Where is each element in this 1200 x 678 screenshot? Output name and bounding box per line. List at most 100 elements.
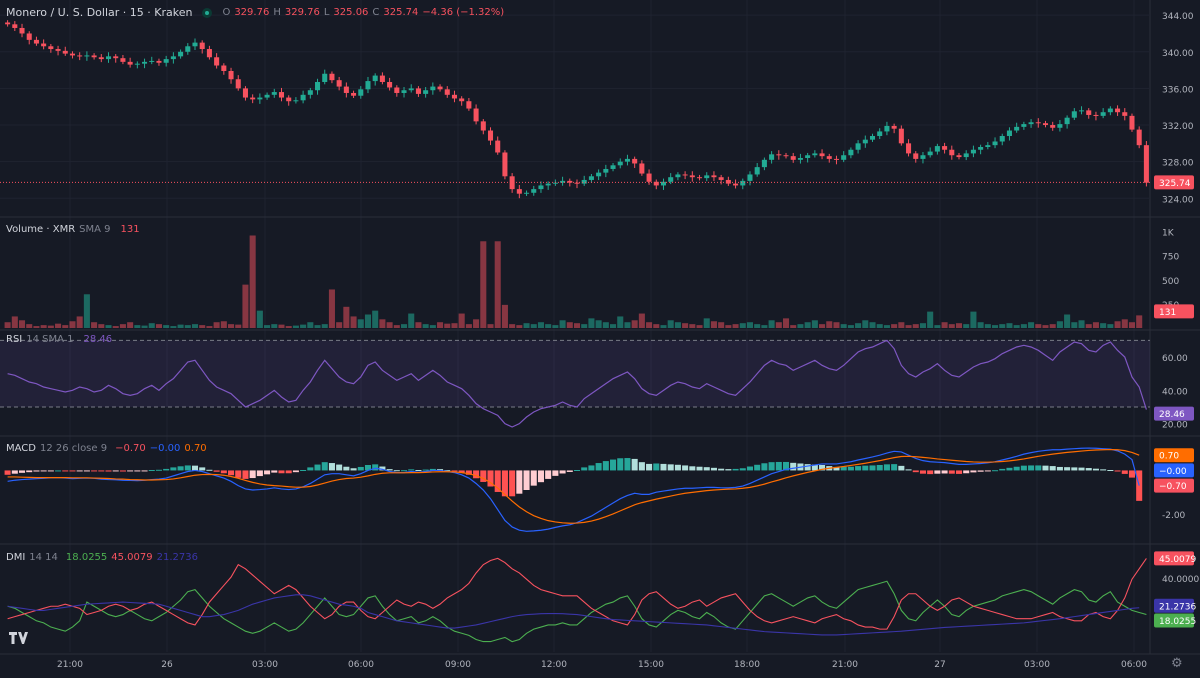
macd-histogram-bar <box>912 470 919 473</box>
candle-body <box>480 121 486 131</box>
volume-bar <box>689 324 696 328</box>
candle-body <box>848 149 854 156</box>
volume-bar <box>76 316 83 328</box>
macd-histogram-bar <box>1064 467 1071 471</box>
candle-body <box>199 42 205 50</box>
low-value: 325.06 <box>333 7 369 18</box>
candle-body <box>596 172 602 177</box>
volume-bar <box>804 322 811 328</box>
price-tick-label: 328.00 <box>1162 159 1194 169</box>
time-tick-label: 18:00 <box>734 660 760 670</box>
candle-body <box>127 61 133 65</box>
candle-body <box>934 146 940 152</box>
volume-bar <box>69 321 76 328</box>
candle-body <box>105 56 112 60</box>
macd-histogram-bar <box>1114 470 1121 472</box>
candle-body <box>632 158 638 164</box>
volume-bar <box>437 322 444 328</box>
candle-body <box>228 71 234 80</box>
candle-body <box>891 125 897 129</box>
macd-histogram-bar <box>69 470 76 472</box>
macd-histogram-bar <box>1056 466 1063 471</box>
volume-bar <box>1128 322 1136 328</box>
macd-histogram-bar <box>235 470 242 478</box>
candle-body <box>567 180 573 183</box>
candle-body <box>278 92 285 98</box>
volume-bar <box>83 294 90 328</box>
volume-bar <box>473 319 480 328</box>
settings-gear-icon[interactable]: ⚙ <box>1171 656 1183 671</box>
candle-body <box>444 89 450 95</box>
volume-bar <box>379 319 386 328</box>
candle-body <box>293 100 299 102</box>
volume-bar <box>696 325 703 328</box>
tradingview-logo[interactable] <box>8 630 30 646</box>
macd-histogram-bar <box>494 470 501 492</box>
macd-histogram-bar <box>83 470 90 472</box>
rsi-line <box>7 339 1147 428</box>
close-value: 325.74 <box>383 7 419 18</box>
macd-value-tag-bg <box>1154 478 1194 493</box>
candle-body <box>704 175 710 179</box>
macd-histogram-bar <box>350 468 357 471</box>
rsi-legend[interactable]: RSI 14 SMA 1 28.46 <box>6 334 112 345</box>
volume-bar <box>566 322 573 328</box>
macd-histogram-bar <box>1049 466 1056 471</box>
macd-histogram-bar <box>1035 465 1042 471</box>
candle-body <box>12 24 18 28</box>
dmi-legend-v2: 45.0079 <box>111 552 153 563</box>
volume-bar <box>393 325 400 328</box>
volume-tick-label: 500 <box>1162 277 1179 287</box>
symbol-legend[interactable]: Monero / U. S. Dollar · 15 · Kraken O 329… <box>6 6 504 19</box>
candle-body <box>401 90 407 93</box>
volume-bar <box>1085 324 1092 328</box>
volume-bar <box>206 326 213 328</box>
macd-histogram-bar <box>588 465 595 471</box>
candle-body <box>531 189 537 193</box>
macd-legend-v3: 0.70 <box>184 443 207 454</box>
candle-body <box>466 101 472 109</box>
candle-body <box>408 88 414 91</box>
time-tick-label: 27 <box>934 660 945 670</box>
candle-body <box>862 139 868 144</box>
candle-body <box>660 181 667 186</box>
dmi-legend[interactable]: DMI 14 14 18.0255 45.0079 21.2736 <box>6 552 198 563</box>
candle-body <box>1107 108 1113 113</box>
volume-legend[interactable]: Volume · XMR SMA 9 131 <box>6 224 140 235</box>
macd-histogram-bar <box>285 470 292 474</box>
candle-body <box>761 159 767 168</box>
candle-body <box>250 97 256 100</box>
volume-last-tag: 131 <box>1159 308 1176 318</box>
candle-body <box>898 128 904 144</box>
macd-legend[interactable]: MACD 12 26 close 9 −0.70 −0.00 0.70 <box>6 443 207 454</box>
symbol-title[interactable]: Monero / U. S. Dollar · 15 · Kraken <box>6 6 193 19</box>
macd-histogram-bar <box>804 464 811 471</box>
macd-histogram-bar <box>480 470 487 482</box>
candle-body <box>379 75 385 82</box>
macd-histogram-bar <box>934 470 941 474</box>
volume-bar <box>977 322 984 328</box>
volume-bar <box>667 320 674 328</box>
candle-body <box>1050 125 1056 128</box>
candle-body <box>41 43 47 47</box>
time-tick-label: 15:00 <box>638 660 664 670</box>
macd-histogram-bar <box>862 465 869 471</box>
macd-histogram-bar <box>379 466 386 471</box>
volume-bar <box>610 324 617 328</box>
macd-histogram-bar <box>790 462 797 471</box>
volume-bar <box>400 324 408 328</box>
time-tick-label: 12:00 <box>541 660 567 670</box>
macd-histogram-bar <box>970 470 977 473</box>
volume-bar <box>408 313 415 328</box>
volume-bar <box>357 319 364 328</box>
candle-body <box>1136 129 1142 146</box>
macd-legend-name: MACD <box>6 443 36 454</box>
volume-bar <box>127 322 134 328</box>
macd-histogram-bar <box>148 470 155 471</box>
price-tick-label: 344.00 <box>1162 12 1194 22</box>
volume-bar <box>746 322 754 328</box>
macd-histogram-bar <box>444 470 451 472</box>
volume-bar <box>516 325 523 328</box>
